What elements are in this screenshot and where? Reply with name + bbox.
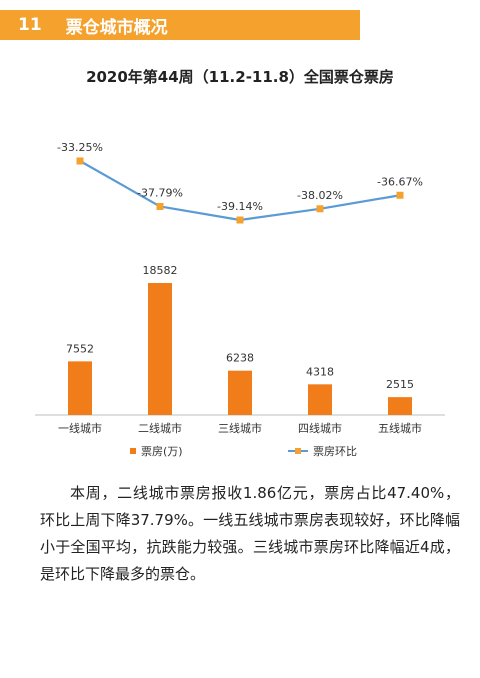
section-header-bar: 11 票仓城市概况 xyxy=(0,10,360,40)
section-title: 票仓城市概况 xyxy=(65,17,168,38)
summary-paragraph: 本周，二线城市票房报收1.86亿元，票房占比47.40%，环比上周下降37.79… xyxy=(40,484,460,583)
x-tick-label-1: 一线城市 xyxy=(58,421,102,435)
bar-2 xyxy=(148,283,172,415)
bar-4 xyxy=(308,384,332,415)
ratio-value-label-4: -38.02% xyxy=(297,189,343,202)
legend-line-label: 票房环比 xyxy=(313,445,357,458)
bar-5 xyxy=(388,397,412,415)
ratio-value-label-1: -33.25% xyxy=(57,141,103,154)
bar-value-label-3: 6238 xyxy=(226,352,254,365)
bar-value-label-1: 7552 xyxy=(66,342,94,355)
ratio-marker-3 xyxy=(236,216,244,224)
ratio-marker-5 xyxy=(396,191,404,199)
x-tick-label-2: 二线城市 xyxy=(138,421,182,435)
legend-bar-swatch xyxy=(130,448,136,454)
ratio-marker-2 xyxy=(156,202,164,210)
ratio-marker-1 xyxy=(76,157,84,165)
ratio-marker-4 xyxy=(316,205,324,213)
x-tick-label-5: 五线城市 xyxy=(378,421,422,435)
chart-title: 2020年第44周（11.2-11.8）全国票仓票房 xyxy=(86,68,394,86)
ratio-value-label-3: -39.14% xyxy=(217,200,263,213)
bar-1 xyxy=(68,361,92,415)
x-tick-label-3: 三线城市 xyxy=(218,421,262,435)
bar-value-label-5: 2515 xyxy=(386,378,414,391)
x-tick-label-4: 四线城市 xyxy=(298,421,342,435)
ratio-value-label-2: -37.79% xyxy=(137,186,183,199)
bar-value-label-2: 18582 xyxy=(143,264,178,277)
section-number: 11 xyxy=(18,15,42,35)
bar-3 xyxy=(228,370,252,415)
ratio-value-label-5: -36.67% xyxy=(377,175,423,188)
bar-value-label-4: 4318 xyxy=(306,365,334,378)
legend-bar-label: 票房(万) xyxy=(141,445,183,458)
box-office-chart: 7552 一线城市 18582 二线城市 6238 三线城市 4318 四线城市 2515 五线城… xyxy=(35,141,445,458)
legend-line-marker xyxy=(295,448,301,454)
